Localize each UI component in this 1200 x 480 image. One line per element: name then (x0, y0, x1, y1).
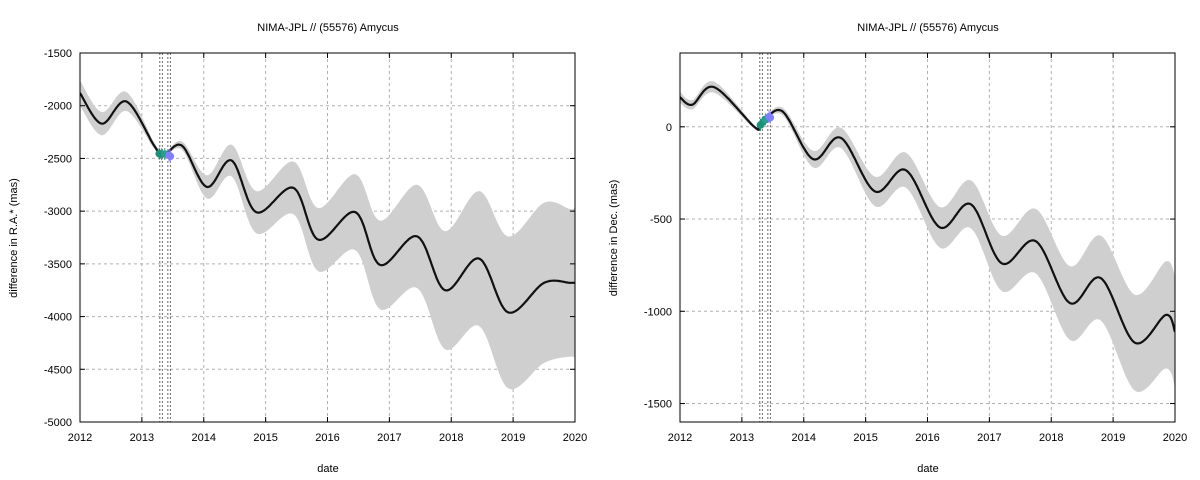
uncertainty-band (680, 81, 1175, 392)
x-tick-label: 2013 (130, 432, 154, 444)
dec-difference-chart: NIMA-JPL // (55576) Amycus date differen… (608, 22, 1187, 475)
chart-title: NIMA-JPL // (55576) Amycus (857, 22, 999, 34)
x-axis-label: date (917, 463, 938, 475)
x-tick-label: 2014 (792, 432, 816, 444)
plot-area (80, 53, 575, 422)
y-tick-label: 0 (666, 122, 672, 134)
x-tick-label: 2019 (1101, 432, 1125, 444)
y-tick-label: -1000 (644, 306, 672, 318)
x-tick-label: 2013 (730, 432, 754, 444)
x-tick-label: 2014 (192, 432, 216, 444)
x-tick-label: 2017 (377, 432, 401, 444)
x-tick-label: 2016 (915, 432, 939, 444)
difference-curve (680, 85, 1175, 345)
x-tick-label: 2017 (977, 432, 1001, 444)
difference-curve (80, 92, 575, 314)
y-tick-label: -5000 (44, 417, 72, 429)
y-tick-label: -2500 (44, 153, 72, 165)
y-tick-label: -1500 (644, 399, 672, 411)
x-tick-label: 2018 (439, 432, 463, 444)
y-tick-label: -500 (650, 214, 672, 226)
x-tick-label: 2015 (853, 432, 877, 444)
x-axis-label: date (317, 463, 338, 475)
x-tick-label: 2012 (668, 432, 692, 444)
x-tick-label: 2019 (501, 432, 525, 444)
chart-title: NIMA-JPL // (55576) Amycus (257, 22, 399, 34)
y-tick-label: -3500 (44, 259, 72, 271)
ra-difference-chart: NIMA-JPL // (55576) Amycus date differen… (8, 22, 587, 475)
y-axis-label: difference in Dec. (mas) (608, 180, 620, 297)
y-tick-label: -4000 (44, 312, 72, 324)
observation-point (766, 111, 775, 124)
x-tick-label: 2012 (68, 432, 92, 444)
x-tick-label: 2015 (253, 432, 277, 444)
y-tick-label: -3000 (44, 206, 72, 218)
x-tick-label: 2020 (1163, 432, 1187, 444)
plot-area (680, 53, 1175, 422)
x-tick-label: 2016 (315, 432, 339, 444)
y-tick-label: -2000 (44, 101, 72, 113)
y-tick-label: -4500 (44, 364, 72, 376)
x-tick-label: 2018 (1039, 432, 1063, 444)
y-tick-label: -1500 (44, 48, 72, 60)
observation-point (166, 150, 175, 163)
y-axis-label: difference in R.A.* (mas) (8, 178, 20, 298)
x-tick-label: 2020 (563, 432, 587, 444)
